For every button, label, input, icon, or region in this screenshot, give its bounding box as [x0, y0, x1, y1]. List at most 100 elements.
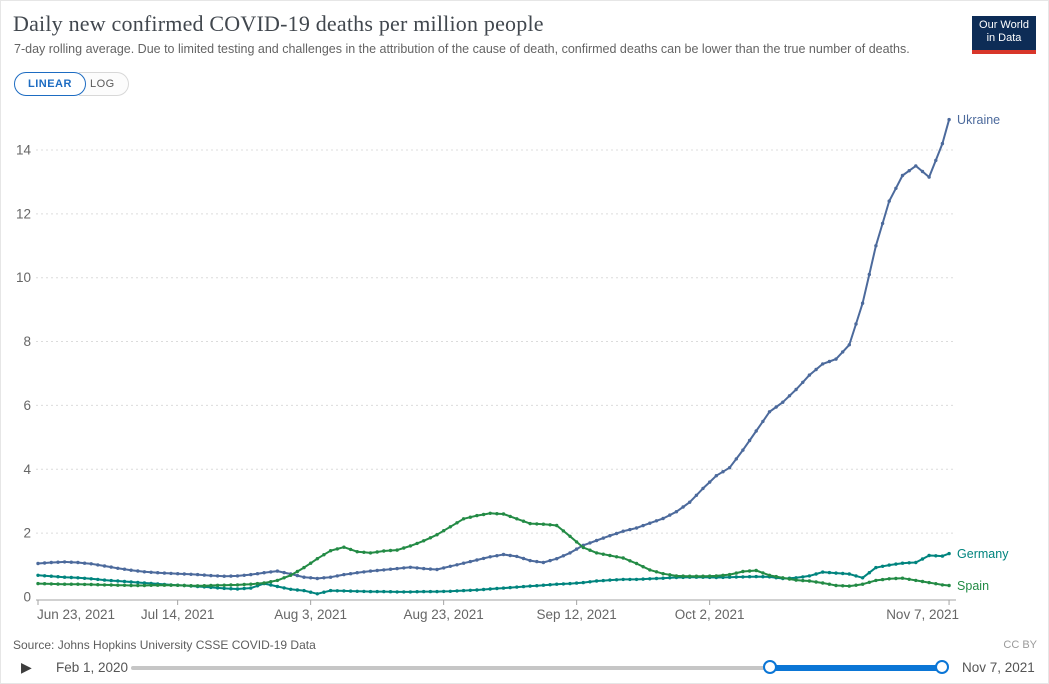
- data-point: [495, 586, 499, 591]
- data-point: [156, 571, 160, 575]
- data-point: [342, 572, 346, 577]
- data-point: [561, 554, 566, 558]
- data-point: [568, 534, 572, 538]
- data-point: [548, 583, 552, 587]
- timeline-handle-start[interactable]: [763, 660, 778, 674]
- y-axis-tick-label: 6: [23, 398, 31, 413]
- data-point: [481, 512, 486, 517]
- data-point: [69, 560, 74, 564]
- data-point: [388, 590, 393, 594]
- timeline-selected-range[interactable]: [770, 665, 943, 671]
- data-point: [854, 574, 858, 578]
- data-point: [880, 564, 885, 568]
- data-point: [275, 569, 280, 573]
- data-point: [920, 579, 925, 584]
- data-point: [807, 574, 812, 578]
- data-point: [136, 569, 140, 573]
- data-point: [435, 589, 439, 594]
- data-point: [435, 533, 439, 537]
- data-point: [708, 574, 712, 578]
- data-point: [368, 551, 373, 555]
- data-point: [581, 545, 585, 550]
- data-point: [628, 559, 632, 563]
- data-point: [468, 559, 472, 564]
- data-point: [229, 583, 233, 587]
- chart-subtitle: 7-day rolling average. Due to limited te…: [14, 42, 910, 56]
- data-point: [448, 525, 452, 529]
- data-point: [614, 578, 619, 582]
- data-point: [568, 551, 572, 555]
- data-point: [774, 574, 778, 579]
- data-point: [408, 590, 413, 594]
- data-point: [900, 576, 905, 580]
- data-point: [315, 576, 319, 581]
- data-point: [162, 571, 167, 575]
- data-point: [721, 470, 725, 474]
- linear-scale-button[interactable]: LINEAR: [14, 72, 86, 96]
- x-axis-tick-label: Jul 14, 2021: [141, 607, 215, 622]
- data-point: [82, 561, 87, 565]
- data-point: [847, 343, 851, 347]
- data-point: [348, 589, 353, 593]
- data-point: [754, 568, 758, 573]
- series-label-ukraine[interactable]: Ukraine: [957, 113, 1000, 127]
- data-point: [215, 574, 220, 578]
- license-link[interactable]: CC BY: [1003, 639, 1037, 651]
- data-point: [528, 584, 532, 588]
- data-point: [402, 546, 406, 550]
- data-point: [541, 560, 546, 565]
- data-point: [189, 572, 193, 576]
- scale-toggle: LINEAR LOG: [14, 72, 129, 96]
- source-note: Source: Johns Hopkins University CSSE CO…: [13, 638, 316, 652]
- data-point: [435, 567, 439, 572]
- data-point: [708, 480, 712, 484]
- data-point: [661, 516, 665, 521]
- data-point: [362, 589, 366, 594]
- data-point: [242, 582, 246, 587]
- data-point: [934, 158, 938, 163]
- series-label-germany[interactable]: Germany: [957, 547, 1009, 561]
- data-point: [787, 394, 792, 398]
- play-button[interactable]: ▶: [21, 659, 32, 675]
- data-point: [515, 517, 519, 521]
- data-point: [382, 568, 386, 572]
- timeline-track[interactable]: [131, 660, 949, 674]
- data-point: [322, 590, 326, 594]
- data-point: [49, 582, 53, 586]
- data-point: [594, 579, 599, 583]
- log-scale-button[interactable]: LOG: [78, 72, 129, 96]
- data-point: [814, 572, 818, 576]
- data-point: [940, 583, 945, 587]
- data-point: [854, 583, 858, 587]
- data-point: [342, 545, 346, 549]
- data-point: [654, 519, 659, 523]
- data-point: [887, 577, 891, 581]
- data-point: [867, 272, 871, 277]
- data-point: [129, 580, 133, 584]
- data-point: [182, 572, 186, 576]
- data-point: [368, 569, 373, 573]
- timeline-handle-end[interactable]: [934, 660, 949, 674]
- data-point: [860, 301, 865, 305]
- x-axis-tick-label: Aug 3, 2021: [274, 607, 347, 622]
- data-point: [947, 117, 951, 122]
- data-point: [894, 186, 898, 190]
- data-point: [242, 573, 246, 577]
- data-point: [408, 544, 413, 548]
- data-point: [608, 534, 612, 538]
- data-point: [62, 582, 67, 586]
- data-point: [195, 572, 200, 577]
- data-point: [355, 589, 359, 593]
- x-axis-tick-label: Jun 23, 2021: [37, 607, 115, 622]
- series-line-ukraine[interactable]: [37, 118, 951, 580]
- data-point: [535, 559, 539, 564]
- data-point: [56, 575, 60, 579]
- data-point: [282, 576, 286, 580]
- series-label-spain[interactable]: Spain: [957, 579, 989, 593]
- owid-logo-line2: in Data: [986, 32, 1022, 44]
- data-point: [76, 582, 80, 586]
- data-point: [767, 573, 772, 577]
- data-point: [388, 548, 393, 553]
- data-point: [588, 580, 592, 584]
- data-point: [501, 552, 506, 557]
